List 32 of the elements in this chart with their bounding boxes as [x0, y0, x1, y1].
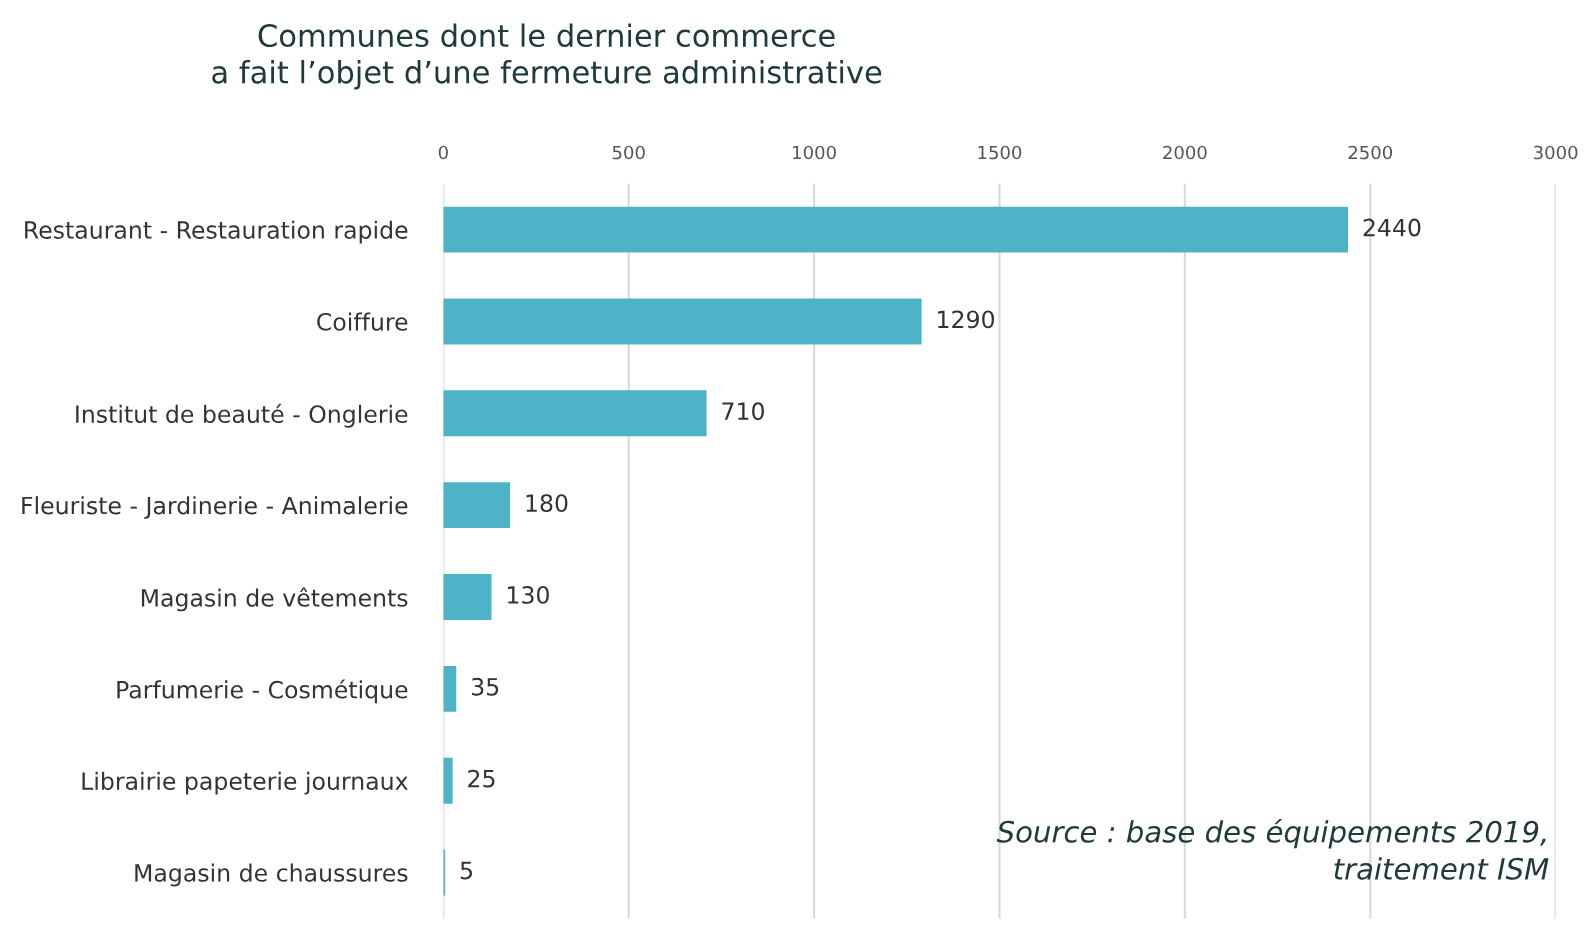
data-label: 25: [468, 769, 495, 788]
bar: [443, 665, 457, 712]
data-label: 1290: [938, 310, 995, 329]
y-tick-label: Parfumerie - Cosmétique: [117, 679, 408, 704]
bar: [443, 390, 707, 437]
bar: [443, 298, 922, 345]
y-tick-label: Institut de beauté - Onglerie: [76, 403, 408, 428]
data-label: 5: [460, 861, 473, 880]
chart-title: Communes dont le dernier commerce a fait l’objet d’une fermeture administrative: [212, 23, 882, 90]
bar: [443, 757, 453, 804]
x-tick-label: 500: [612, 145, 645, 160]
data-label: 130: [508, 585, 549, 604]
x-tick-label: 1500: [978, 145, 1022, 160]
x-tick-label: 2000: [1163, 145, 1207, 160]
y-tick-label: Magasin de chaussures: [135, 863, 408, 887]
y-tick-label: Magasin de vêtements: [141, 587, 408, 612]
x-tick-label: 0: [438, 145, 448, 160]
x-tick-label: 1000: [793, 145, 836, 160]
data-label: 710: [722, 402, 764, 421]
data-label: 180: [526, 494, 568, 512]
y-tick-label: Coiffure: [317, 312, 408, 331]
data-label: 35: [472, 677, 499, 696]
bar: [443, 574, 492, 620]
x-tick-label: 2500: [1348, 145, 1393, 160]
x-tick-label: 3000: [1534, 145, 1578, 160]
y-tick-label: Fleuriste - Jardinerie - Animalerie: [22, 496, 408, 519]
bar: [443, 206, 1348, 253]
bar: [443, 482, 511, 529]
y-tick-label: Librairie papeterie journaux: [82, 771, 408, 795]
data-label: 2440: [1363, 218, 1421, 237]
y-tick-label: Restaurant - Restauration rapide: [25, 220, 408, 244]
annotation: Source : base des équipements 2019, traitement ISM: [996, 818, 1549, 880]
